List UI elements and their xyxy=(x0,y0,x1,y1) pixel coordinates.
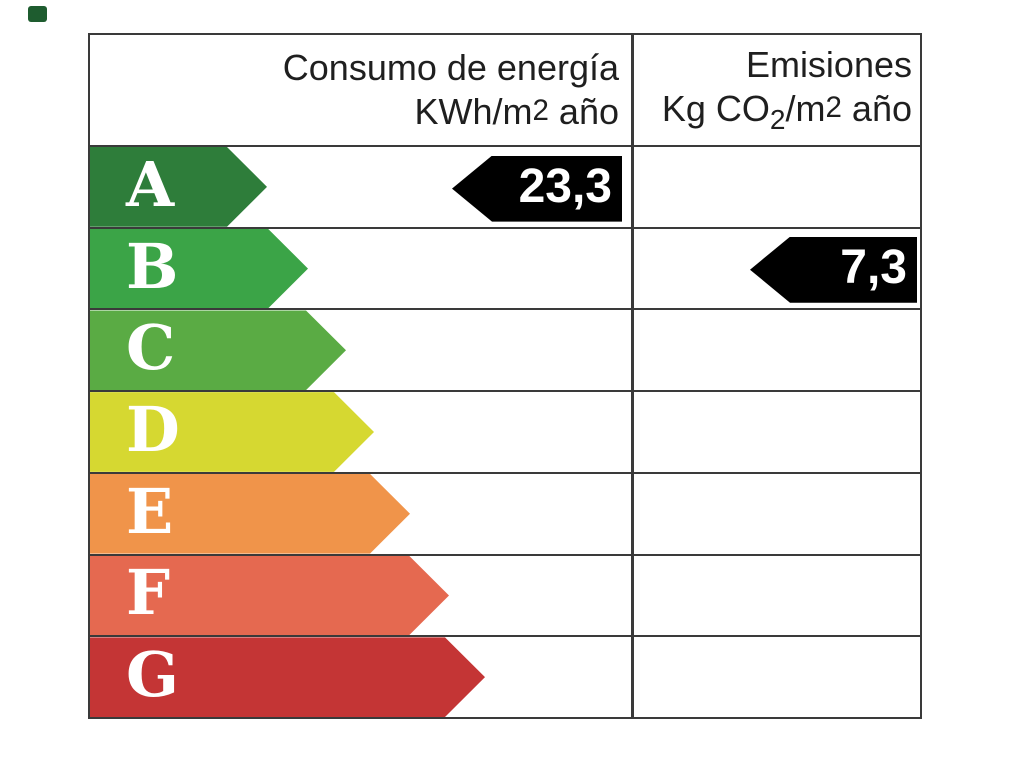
rating-row-B: B xyxy=(90,226,920,309)
rating-letter-A: A xyxy=(126,147,175,221)
rating-bar-B: B xyxy=(90,229,308,309)
emissions-header-unit: Kg CO2/m2 año xyxy=(661,87,912,135)
consumption-header-title: Consumo de energía xyxy=(282,47,619,89)
rating-bar-G: G xyxy=(90,637,485,717)
emissions-value: 7,3 xyxy=(840,240,907,294)
rating-row-C: C xyxy=(90,308,920,390)
rating-bar-C: C xyxy=(90,310,346,390)
rating-bar-A: A xyxy=(90,147,267,227)
rating-letter-G: G xyxy=(126,638,179,712)
rating-letter-E: E xyxy=(126,474,174,548)
rating-letter-F: F xyxy=(126,556,171,630)
rating-bar-F: F xyxy=(90,556,449,636)
table-header: Consumo de energía KWh/m2 año Emisiones … xyxy=(90,35,920,147)
consumption-header-unit: KWh/m2 año xyxy=(414,91,619,132)
emissions-header-title: Emisiones xyxy=(745,43,912,85)
emissions-value-arrow: 7,3 xyxy=(750,236,917,303)
rating-row-E: E xyxy=(90,471,920,554)
rating-bar-D: D xyxy=(90,392,374,472)
energy-rating-table: Consumo de energía KWh/m2 año Emisiones … xyxy=(88,33,922,719)
consumption-value: 23,3 xyxy=(518,159,612,213)
rating-letter-C: C xyxy=(126,311,176,385)
corner-green-square xyxy=(28,6,47,22)
rating-row-A: A xyxy=(90,147,920,227)
rating-row-G: G xyxy=(90,635,920,717)
emissions-header: Emisiones Kg CO2/m2 año xyxy=(633,35,920,145)
rating-letter-B: B xyxy=(126,229,179,303)
column-divider xyxy=(631,35,634,717)
rating-bar-E: E xyxy=(90,474,410,554)
consumption-value-arrow: 23,3 xyxy=(452,155,622,222)
rating-letter-D: D xyxy=(126,393,180,467)
rating-row-F: F xyxy=(90,553,920,636)
rating-row-D: D xyxy=(90,390,920,472)
consumption-header: Consumo de energía KWh/m2 año xyxy=(90,35,633,145)
